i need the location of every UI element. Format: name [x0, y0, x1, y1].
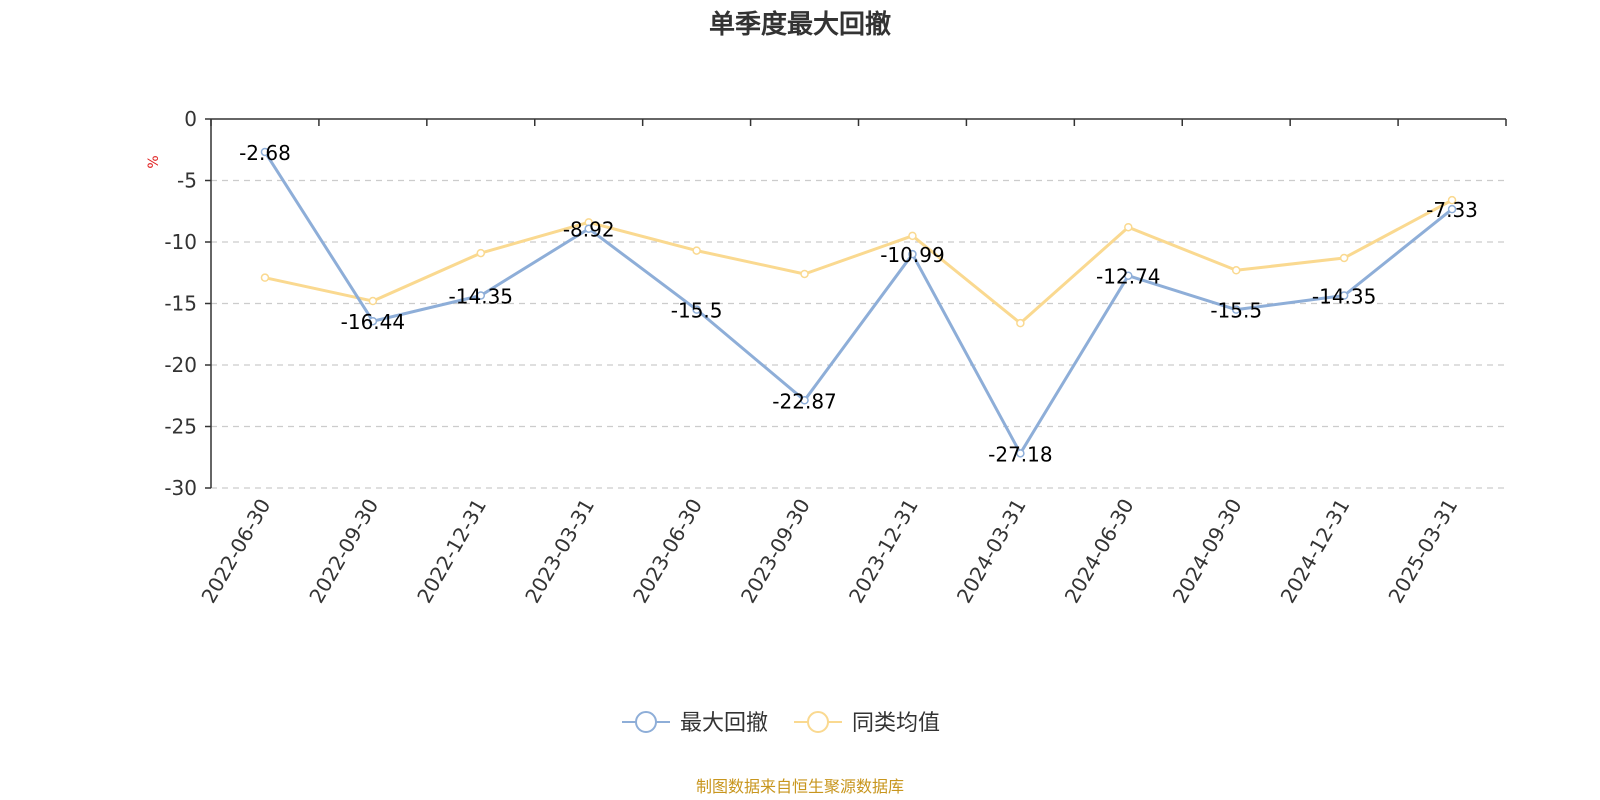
source-note: 制图数据来自恒生聚源数据库 — [696, 777, 904, 796]
data-label: -7.33 — [1426, 198, 1478, 222]
y-tick-label: -30 — [164, 476, 197, 500]
data-point — [1124, 222, 1133, 232]
data-label: -15.5 — [671, 299, 723, 323]
data-label: -14.35 — [1312, 285, 1376, 309]
x-tick-label: 2023-06-30 — [628, 495, 707, 608]
data-point — [1231, 266, 1241, 275]
series-line — [263, 151, 1453, 455]
y-tick-label: -10 — [164, 230, 197, 254]
series-lines — [260, 147, 1457, 458]
legend-label: 同类均值 — [852, 711, 940, 736]
data-point — [476, 291, 486, 300]
data-label: -27.18 — [988, 442, 1052, 466]
data-label: -8.92 — [563, 218, 615, 242]
data-point — [1231, 305, 1241, 314]
data-point — [260, 273, 270, 282]
legend-label: 最大回撤 — [680, 711, 768, 736]
y-tick-label: -5 — [177, 169, 197, 193]
data-point — [692, 305, 701, 314]
data-point — [692, 246, 701, 255]
x-tick-label: 2025-03-31 — [1383, 495, 1462, 608]
data-point — [1124, 271, 1133, 280]
data-label: -14.35 — [449, 285, 513, 309]
data-label: -16.44 — [341, 310, 405, 334]
data-label: -10.99 — [880, 243, 944, 267]
x-tick-label: 2024-09-30 — [1168, 495, 1247, 608]
data-point — [908, 249, 917, 259]
y-axis-unit-label: % — [146, 155, 162, 168]
x-tick-label: 2024-03-31 — [952, 495, 1031, 608]
x-tick-label: 2022-09-30 — [304, 495, 383, 608]
data-point — [260, 147, 270, 157]
data-point — [1016, 318, 1025, 328]
data-labels: -2.68 -16.44 -14.35 -8.92 -15.5 -22.87 -10.99 -… — [239, 141, 1478, 466]
data-label: -12.74 — [1096, 265, 1160, 289]
legend-item[interactable]: 同类均值 — [794, 711, 940, 736]
series-line — [264, 198, 1453, 325]
y-tick-label: -25 — [164, 415, 197, 439]
data-point — [368, 316, 378, 326]
data-label: -2.68 — [239, 141, 291, 165]
data-label: -22.87 — [772, 389, 836, 413]
x-tick-label: 2023-09-30 — [736, 495, 815, 608]
data-point — [584, 224, 593, 233]
data-point — [1339, 291, 1349, 300]
x-tick-label: 2022-12-31 — [412, 495, 491, 608]
data-point — [476, 248, 486, 258]
data-point — [908, 231, 917, 241]
y-tick-label: 0 — [184, 107, 197, 131]
data-point — [1447, 204, 1457, 214]
y-tick-label: -20 — [164, 353, 197, 377]
data-label: -15.5 — [1210, 299, 1262, 323]
legend-item[interactable]: 最大回撤 — [622, 711, 768, 736]
grid-lines — [211, 179, 1506, 489]
chart-title: 单季度最大回撤 — [709, 9, 891, 40]
data-point — [1339, 253, 1349, 263]
data-point — [800, 396, 809, 405]
x-tick-label: 2024-12-31 — [1276, 495, 1355, 608]
data-point — [368, 296, 378, 306]
x-tick-label: 2023-03-31 — [520, 495, 599, 608]
data-point — [1447, 195, 1457, 205]
data-point — [1016, 449, 1025, 458]
y-tick-label: -15 — [164, 292, 197, 316]
x-tick-label: 2024-06-30 — [1060, 495, 1139, 608]
legend-marker — [807, 711, 829, 733]
legend[interactable]: 最大回撤 同类均值 — [622, 711, 940, 736]
legend-marker — [635, 711, 657, 733]
x-tick-label: 2022-06-30 — [196, 495, 275, 608]
x-tick-label: 2023-12-31 — [844, 495, 923, 608]
data-point — [800, 269, 809, 279]
